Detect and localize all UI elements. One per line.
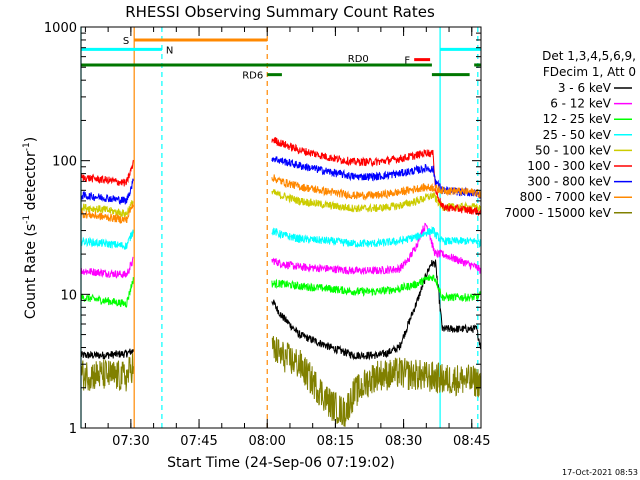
y-tick-label-1: 1 (69, 422, 77, 437)
legend-label-12-25-kev: 12 - 25 keV (543, 112, 612, 126)
x-tick-label-08-15: 08:15 (317, 434, 354, 449)
chart-title: RHESSI Observing Summary Count Rates (125, 3, 435, 21)
flag-label-n: N (166, 45, 173, 56)
x-tick-label-08-00: 08:00 (248, 434, 285, 449)
x-tick-label-07-30: 07:30 (112, 434, 149, 449)
legend-label-100-300-kev: 100 - 300 keV (527, 159, 611, 173)
flag-label-rd0: RD0 (348, 54, 369, 65)
y-axis-label-middle: detector (23, 151, 39, 215)
legend-header-line-2: FDecim 1, Att 0 (543, 65, 636, 79)
series-12-25-kev (80, 273, 482, 308)
legend-label-50-100-kev: 50 - 100 keV (535, 143, 612, 157)
plot-area: S N F RD0 RD6 (80, 27, 482, 428)
legend-label-3-6-kev: 3 - 6 keV (558, 81, 612, 95)
series-800-7000-kev (80, 174, 482, 225)
legend-label-7000-15000-kev: 7000 - 15000 keV (504, 206, 611, 220)
series-100-300-kev (80, 137, 482, 216)
y-axis-label-sup-2: -1 (22, 142, 32, 151)
series-7000-15000-kev (80, 335, 482, 427)
x-tick-label-08-45: 08:45 (453, 434, 490, 449)
flag-label-rd6: RD6 (242, 71, 263, 82)
x-axis-label: Start Time (24-Sep-06 07:19:02) (167, 455, 395, 471)
legend: Det 1,3,4,5,6,9, FDecim 1, Att 0 3 - 6 k… (504, 49, 636, 220)
plot-frame (80, 26, 482, 429)
series-3-6-kev (80, 259, 482, 361)
legend-label-300-800-kev: 300 - 800 keV (527, 175, 611, 189)
series-25-50-kev (80, 225, 482, 250)
y-axis-label-end: ) (23, 137, 39, 142)
flag-label-s: S (123, 36, 129, 47)
x-tick-label-07-45: 07:45 (180, 434, 217, 449)
series-6-12-kev (80, 222, 482, 279)
x-tick-label-08-30: 08:30 (385, 434, 422, 449)
legend-label-25-50-kev: 25 - 50 keV (543, 128, 612, 142)
flag-label-f: F (404, 56, 410, 67)
y-tick-label-10: 10 (60, 288, 77, 303)
timestamp: 17-Oct-2021 08:53 (562, 468, 638, 477)
legend-label-800-7000-kev: 800 - 7000 keV (520, 190, 612, 204)
axes: 1 10 100 1000 07:30 07:45 08:00 08:15 08:30 08:45 (44, 21, 491, 449)
y-axis-label: Count Rate (s-1 detector-1) (22, 137, 39, 319)
y-tick-label-100: 100 (52, 155, 77, 170)
legend-label-6-12-kev: 6 - 12 keV (550, 97, 612, 111)
legend-header-line-1: Det 1,3,4,5,6,9, (542, 49, 636, 63)
y-tick-label-1000: 1000 (44, 21, 77, 36)
y-axis-label-sup-1: -1 (22, 215, 32, 224)
y-axis-label-start: Count Rate (s (23, 224, 39, 319)
